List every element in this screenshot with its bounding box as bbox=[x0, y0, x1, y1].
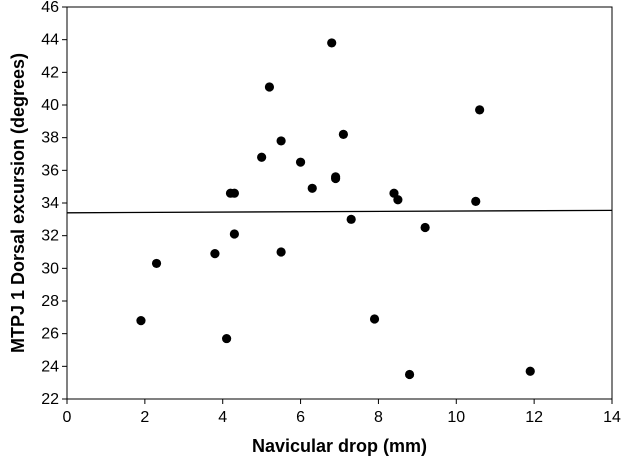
trend-line bbox=[66, 209, 613, 214]
data-point bbox=[404, 369, 415, 380]
data-point bbox=[229, 188, 239, 198]
x-tick-label: 8 bbox=[374, 409, 383, 426]
y-tick-label: 40 bbox=[41, 97, 59, 114]
data-point bbox=[331, 172, 341, 182]
data-points bbox=[136, 38, 535, 380]
data-point bbox=[369, 314, 380, 324]
y-tick-label: 38 bbox=[41, 130, 59, 147]
x-tick-label: 10 bbox=[447, 409, 465, 426]
x-tick-label: 2 bbox=[140, 409, 149, 426]
y-tick-label: 44 bbox=[41, 32, 59, 49]
y-axis-label: MTPJ 1 Dorsal excursion (degrees) bbox=[8, 53, 28, 353]
y-tick-label: 34 bbox=[41, 195, 59, 212]
y-tick-label: 28 bbox=[41, 293, 59, 310]
y-tick-label: 26 bbox=[41, 326, 59, 343]
x-axis-label: Navicular drop (mm) bbox=[252, 436, 427, 456]
x-tick-label: 12 bbox=[525, 409, 543, 426]
plot-area bbox=[66, 6, 613, 400]
y-tick-label: 22 bbox=[41, 391, 59, 408]
data-point bbox=[257, 152, 267, 162]
data-point bbox=[136, 316, 146, 326]
y-tick-label: 32 bbox=[41, 228, 59, 245]
x-tick-label: 6 bbox=[296, 409, 305, 426]
data-point bbox=[393, 195, 403, 205]
data-point bbox=[346, 214, 356, 224]
data-point bbox=[229, 229, 239, 239]
data-point bbox=[210, 249, 220, 259]
data-point bbox=[525, 366, 535, 376]
data-point bbox=[276, 247, 286, 257]
x-axis-ticks: 0 2 4 6 8 10 12 14 bbox=[63, 399, 621, 426]
data-point bbox=[264, 82, 275, 92]
y-axis-ticks: 22 24 26 28 30 32 34 36 38 40 42 44 46 bbox=[41, 0, 67, 408]
data-point bbox=[222, 333, 232, 344]
y-tick-label: 42 bbox=[41, 64, 59, 81]
y-tick-label: 46 bbox=[41, 0, 59, 16]
x-tick-label: 14 bbox=[603, 409, 621, 426]
y-tick-label: 24 bbox=[41, 358, 59, 375]
data-point bbox=[471, 196, 481, 206]
data-point bbox=[420, 222, 430, 233]
y-tick-label: 30 bbox=[41, 260, 59, 277]
y-tick-label: 36 bbox=[41, 162, 59, 179]
data-point bbox=[151, 258, 162, 269]
data-point bbox=[307, 183, 317, 193]
data-point bbox=[327, 38, 337, 48]
x-tick-label: 0 bbox=[63, 409, 72, 426]
data-point bbox=[295, 157, 306, 167]
data-point bbox=[338, 129, 348, 139]
data-point bbox=[475, 105, 485, 115]
plot-frame bbox=[66, 6, 613, 400]
x-tick-label: 4 bbox=[218, 409, 227, 426]
data-point bbox=[276, 136, 286, 146]
